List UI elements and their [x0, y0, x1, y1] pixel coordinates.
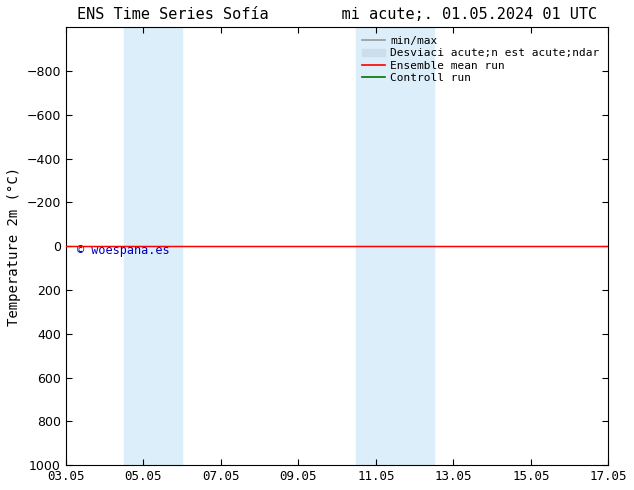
- Bar: [124, 27, 182, 465]
- Legend: min/max, Desviaci acute;n est acute;ndar, Ensemble mean run, Controll run: min/max, Desviaci acute;n est acute;ndar…: [359, 33, 603, 86]
- Y-axis label: Temperature 2m (°C): Temperature 2m (°C): [7, 167, 21, 326]
- Text: © woespana.es: © woespana.es: [77, 244, 169, 257]
- Bar: [356, 27, 434, 465]
- Title: ENS Time Series Sofía        mi acute;. 01.05.2024 01 UTC: ENS Time Series Sofía mi acute;. 01.05.2…: [77, 7, 597, 22]
